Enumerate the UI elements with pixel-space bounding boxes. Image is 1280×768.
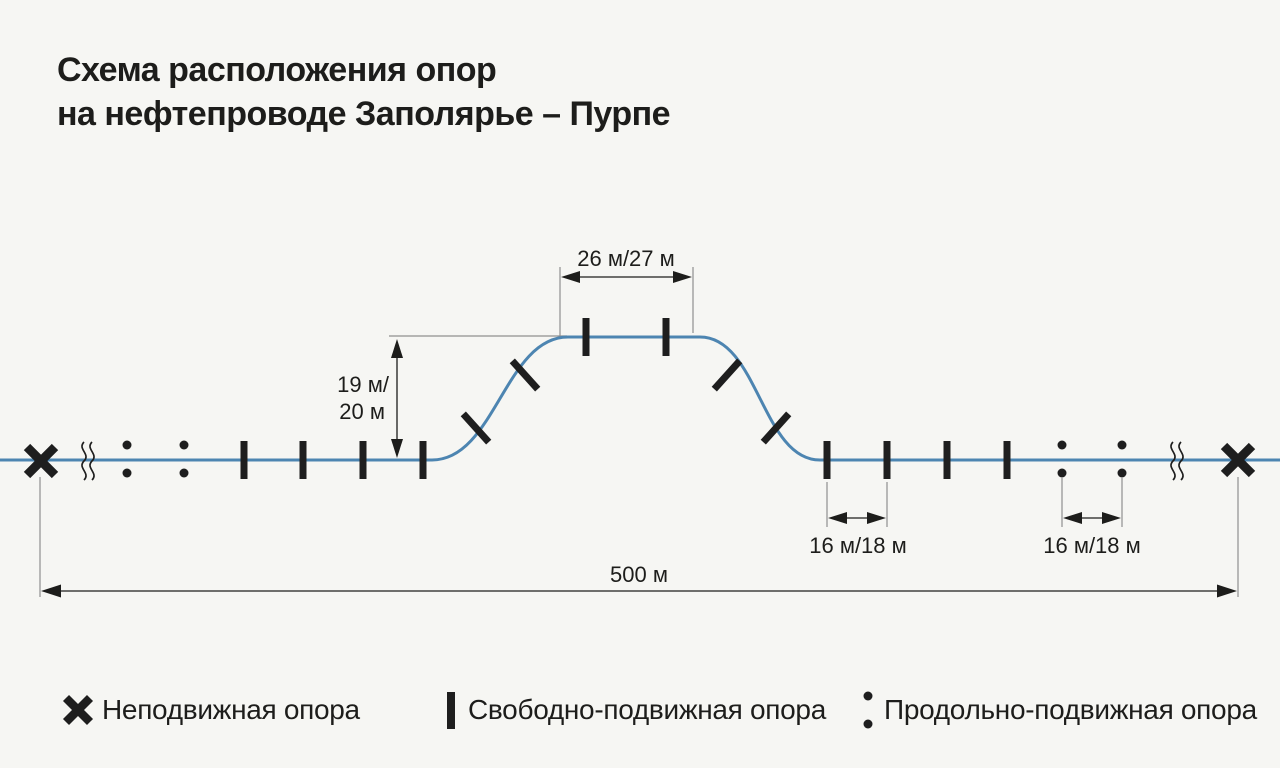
dim-label-16m-left: 16 м/18 м — [809, 533, 907, 558]
arrowhead-left-icon — [1063, 512, 1082, 524]
free-support-bar-slope — [760, 411, 792, 445]
page-title: Схема расположения опор на нефтепроводе … — [57, 48, 671, 136]
dimension-arrowheads — [41, 271, 1237, 598]
pipeline-break-icon — [81, 441, 95, 481]
legend-label-longitudinal-moving-support: Продольно-подвижная опора — [884, 694, 1257, 725]
extension-lines — [39, 267, 1239, 597]
dim-label-500m: 500 м — [610, 562, 668, 587]
free-support-bar — [1003, 441, 1011, 479]
arrowhead-left-icon — [828, 512, 847, 524]
arrowhead-left-icon — [41, 584, 61, 598]
dim-label-19m-line1: 19 м/ — [337, 372, 390, 397]
arrowhead-right-icon — [867, 512, 886, 524]
pipeline-break-icon — [1170, 441, 1184, 481]
arrowhead-right-icon — [1217, 584, 1237, 598]
free-support-bar — [240, 441, 248, 479]
arrowhead-right-icon — [1102, 512, 1121, 524]
legend-label-fixed-support: Неподвижная опора — [102, 694, 360, 725]
free-support-bar — [419, 441, 427, 479]
free-support-bar — [943, 441, 951, 479]
longitudinal-support-dot — [179, 468, 189, 478]
free-support-bar — [299, 441, 307, 479]
fixed-support-icon — [62, 694, 94, 726]
fixed-supports-and-breaks — [23, 441, 1256, 481]
dim-label-16m-right: 16 м/18 м — [1043, 533, 1141, 558]
longitudinal-support-dot — [122, 468, 132, 478]
longitudinal-support-dot — [1117, 440, 1127, 450]
legend-label-free-moving-support: Свободно-подвижная опора — [468, 694, 826, 725]
longitudinal-support-dot — [1057, 440, 1067, 450]
free-support-bar-plateau — [662, 318, 670, 356]
page-title-line2: на нефтепроводе Заполярье – Пурпе — [57, 95, 671, 133]
longitudinal-moving-support-icon — [863, 691, 873, 729]
arrowhead-left-icon — [561, 271, 580, 283]
free-support-bar-slope — [460, 411, 492, 445]
arrowhead-up-icon — [391, 339, 403, 358]
fixed-support-x-icon — [1220, 442, 1256, 478]
longitudinal-support-dot — [1117, 468, 1127, 478]
free-support-bar — [823, 441, 831, 479]
legend-item-fixed-support: Неподвижная опора — [62, 688, 360, 732]
free-moving-support-icon — [447, 691, 455, 729]
free-support-bar-plateau — [582, 318, 590, 356]
dimension-lines — [58, 276, 1220, 592]
dim-label-26m: 26 м/27 м — [577, 246, 675, 271]
free-support-bar — [359, 441, 367, 479]
fixed-support-x-icon — [23, 443, 59, 479]
free-support-bar-slope — [711, 358, 743, 392]
arrowhead-down-icon — [391, 439, 403, 458]
longitudinal-support-dot — [122, 440, 132, 450]
longitudinal-support-dot — [179, 440, 189, 450]
page-title-line1: Схема расположения опор — [57, 51, 497, 89]
legend-item-free-moving-support: Свободно-подвижная опора — [447, 688, 826, 732]
free-support-bar — [883, 441, 891, 479]
free-support-bar-slope — [509, 358, 541, 392]
supports — [122, 318, 1127, 479]
legend-item-longitudinal-moving-support: Продольно-подвижная опора — [863, 688, 1257, 732]
pipeline-line — [0, 335, 1280, 462]
arrowhead-right-icon — [673, 271, 692, 283]
dim-label-19m-line2: 20 м — [339, 399, 385, 424]
longitudinal-support-dot — [1057, 468, 1067, 478]
